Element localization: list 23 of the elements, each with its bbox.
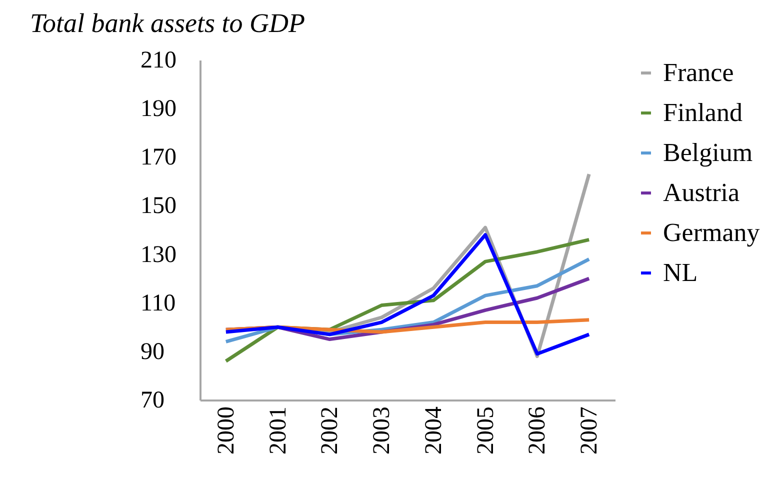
x-tick-label: 2001 <box>265 406 292 454</box>
legend-label: Austria <box>663 178 740 207</box>
x-tick-label: 2000 <box>213 406 240 454</box>
y-tick-label: 130 <box>140 242 176 268</box>
y-tick-label: 110 <box>140 290 176 316</box>
legend-label: Germany <box>663 218 760 247</box>
legend-label: France <box>663 58 734 87</box>
x-tick-label: 2003 <box>369 406 396 454</box>
y-tick-label: 170 <box>140 144 176 171</box>
x-tick-label: 2005 <box>472 406 499 454</box>
legend-label: Belgium <box>663 138 753 167</box>
legend-label: Finland <box>663 98 742 127</box>
x-tick-label: 2007 <box>576 406 603 454</box>
y-tick-label: 150 <box>140 193 176 220</box>
x-tick-label: 2002 <box>317 406 344 454</box>
chart-title: Total bank assets to GDP <box>30 8 306 38</box>
x-tick-label: 2004 <box>420 406 447 454</box>
y-tick-label: 210 <box>140 48 176 74</box>
x-tick-label: 2006 <box>524 406 551 454</box>
y-tick-label: 70 <box>140 388 164 414</box>
y-tick-label: 190 <box>140 96 176 122</box>
y-tick-label: 90 <box>140 338 164 365</box>
legend-label: NL <box>663 258 698 287</box>
